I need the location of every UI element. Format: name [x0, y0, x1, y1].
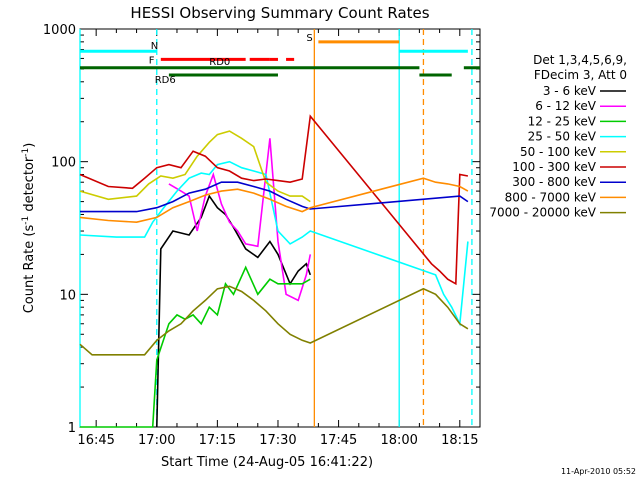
y-axis-label-mid: detector: [22, 156, 37, 216]
legend-label-3: 12 - 25 keV: [528, 114, 597, 128]
y-axis-label: Count Rate (s-1 detector-1): [21, 143, 37, 314]
marker-lines: [79, 29, 473, 427]
legend-label-4: 25 - 50 keV: [528, 130, 597, 144]
series-line-7: [80, 181, 469, 213]
series-line-3: [80, 265, 311, 428]
y-tick-label: 1: [68, 421, 76, 436]
chart-title: HESSI Observing Summary Count Rates: [130, 4, 429, 22]
legend: Det 1,3,4,5,6,9, FDecim 3, Att 0 3 - 6 k…: [489, 53, 627, 220]
y-tick-label: 1000: [43, 23, 76, 38]
plot-border: [79, 28, 481, 428]
footer-timestamp: 11-Apr-2010 05:52: [561, 467, 636, 476]
series-line-1: [156, 194, 312, 428]
series-line-6: [79, 114, 469, 286]
legend-label-2: 6 - 12 keV: [535, 99, 597, 113]
flag-label-rd0: RD0: [209, 57, 230, 68]
series-lines: [79, 114, 469, 428]
flag-label-n: N: [151, 41, 158, 52]
flag-label-f: F: [149, 55, 155, 66]
y-axis-label-end: ): [22, 143, 37, 148]
x-tick-label: 16:45: [77, 433, 114, 448]
x-tick-label: 18:15: [441, 433, 478, 448]
y-axis-label-main: Count Rate (s: [22, 225, 37, 314]
series-line-4: [79, 160, 469, 327]
flag-label-rd6: RD6: [155, 75, 176, 86]
x-tick-label: 17:45: [320, 433, 357, 448]
plot-frame: [79, 28, 481, 428]
legend-label-7: 300 - 800 keV: [512, 175, 596, 189]
series-line-2: [168, 138, 312, 302]
y-axis-label-sup1: -1: [21, 216, 31, 225]
flag-label-s: S: [306, 33, 312, 44]
series-line-9: [79, 285, 469, 356]
x-tick-label: 17:30: [259, 433, 296, 448]
legend-header-line1: Det 1,3,4,5,6,9,: [533, 53, 627, 67]
x-axis-label: Start Time (24-Aug-05 16:41:22): [161, 455, 373, 470]
y-axis-label-sup2: -1: [21, 148, 31, 157]
legend-header-line2: FDecim 3, Att 0: [534, 68, 627, 82]
tick-layer: 16:45 17:00 17:15 17:30 17:45 18:00 18:15 1 10 10…: [43, 23, 481, 448]
x-tick-label: 17:00: [138, 433, 175, 448]
y-tick-label: 100: [51, 156, 76, 171]
legend-label-8: 800 - 7000 keV: [505, 190, 597, 204]
x-tick-label: 18:00: [380, 433, 417, 448]
legend-label-6: 100 - 300 keV: [512, 160, 596, 174]
legend-label-5: 50 - 100 keV: [520, 145, 597, 159]
legend-label-9: 7000 - 20000 keV: [489, 206, 596, 220]
flag-bars: N S F RD0 RD6: [80, 33, 480, 86]
series-line-5: [79, 130, 311, 203]
y-tick-label: 10: [59, 288, 76, 303]
series-line-8: [79, 177, 469, 224]
legend-label-1: 3 - 6 keV: [543, 84, 597, 98]
x-tick-label: 17:15: [199, 433, 236, 448]
